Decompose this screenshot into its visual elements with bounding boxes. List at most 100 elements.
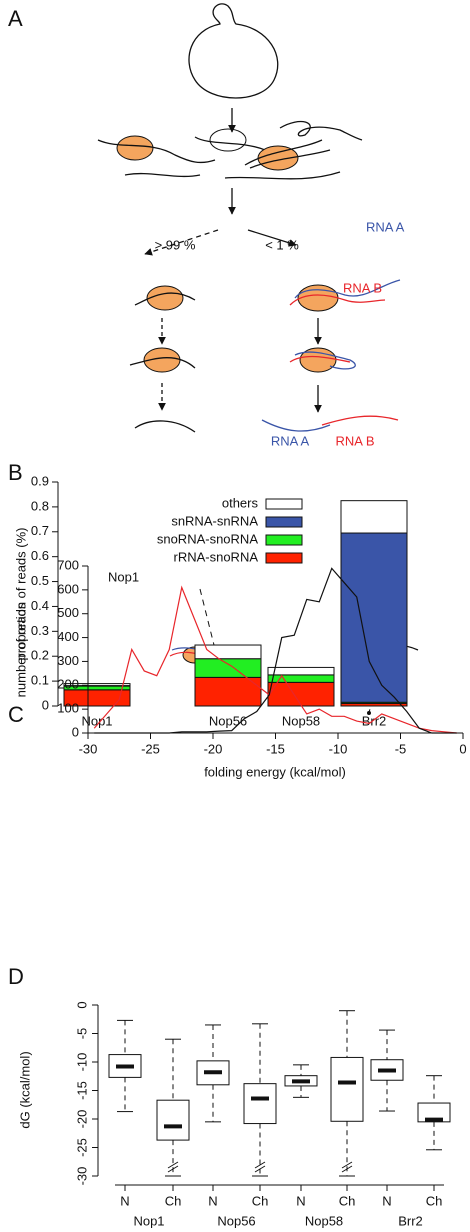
rna-b xyxy=(289,355,351,363)
rna-a xyxy=(294,351,356,370)
rna xyxy=(124,172,201,178)
y-tick-label: -15 xyxy=(74,1081,89,1100)
y-tick-label: 0 xyxy=(72,724,79,739)
rna xyxy=(249,149,331,169)
x-tick-label: Brr2 xyxy=(362,713,387,728)
y-tick-label: 0.5 xyxy=(31,573,49,588)
group-label: Nop56 xyxy=(217,1213,255,1228)
legend-label: others xyxy=(222,495,259,510)
bar-segment xyxy=(194,676,262,707)
y-tick-label: -10 xyxy=(74,1053,89,1072)
arrow xyxy=(247,229,297,247)
rna-a-label: RNA A xyxy=(366,219,405,234)
y-tick-label: 700 xyxy=(57,557,79,572)
y-tick-label: 600 xyxy=(57,581,79,596)
x-tick-label: -5 xyxy=(395,741,407,756)
axis-break xyxy=(341,1165,353,1173)
x-tick-label: N xyxy=(296,1193,305,1208)
bar-segment xyxy=(194,658,262,678)
bar-segment xyxy=(267,666,335,676)
y-tick-label: 400 xyxy=(57,629,79,644)
y-tick-label: 200 xyxy=(57,677,79,692)
x-axis-label: folding energy (kcal/mol) xyxy=(204,764,346,779)
legend-label: snRNA-snRNA xyxy=(171,513,258,528)
panel-label: B xyxy=(8,460,23,485)
box xyxy=(330,1056,364,1122)
y-tick-label: 0.1 xyxy=(31,673,49,688)
arrow xyxy=(144,229,219,256)
y-tick-label: 0.3 xyxy=(31,623,49,638)
rna-b xyxy=(289,294,386,306)
protein xyxy=(146,285,184,311)
legend-swatch xyxy=(265,534,303,546)
rna xyxy=(134,420,196,433)
rna xyxy=(279,120,363,141)
rna-b xyxy=(321,415,399,426)
y-tick-label: 0 xyxy=(74,1001,89,1008)
rna xyxy=(134,292,196,306)
leader-line xyxy=(199,588,217,654)
x-tick-label: Nop1 xyxy=(81,713,112,728)
x-tick-label: 0 xyxy=(459,741,466,756)
group-label: Nop58 xyxy=(305,1213,343,1228)
x-tick-label: Ch xyxy=(165,1193,182,1208)
line-series xyxy=(93,585,457,734)
axis-break xyxy=(341,1161,353,1169)
y-tick-label: 500 xyxy=(57,605,79,620)
fraction-label: > 99 % xyxy=(155,237,196,252)
bar-segment xyxy=(340,500,408,534)
rna xyxy=(194,136,266,151)
y-tick-label: 0.6 xyxy=(31,548,49,563)
group-label: Nop1 xyxy=(133,1213,164,1228)
bar-segment xyxy=(340,532,408,703)
y-tick-label: 0.8 xyxy=(31,498,49,513)
x-tick-label: N xyxy=(120,1193,129,1208)
y-tick-label: 0 xyxy=(42,697,49,712)
y-tick-label: 0.9 xyxy=(31,473,49,488)
point xyxy=(367,711,371,715)
panel-label: C xyxy=(8,702,24,727)
y-tick-label: -5 xyxy=(74,1028,89,1040)
y-tick-label: 0.7 xyxy=(31,523,49,538)
bar-segment xyxy=(63,683,131,687)
rna-b-label: RNA B xyxy=(335,433,374,448)
legend-swatch xyxy=(265,498,303,510)
y-axis-label: proportion of reads (%) xyxy=(13,528,28,661)
protein xyxy=(297,284,339,312)
bar-segment xyxy=(194,644,262,660)
panel-label: D xyxy=(8,964,24,989)
x-tick-label: Ch xyxy=(426,1193,443,1208)
legend-swatch xyxy=(265,516,303,528)
y-tick-label: -30 xyxy=(74,1167,89,1186)
rna-a-label: RNA A xyxy=(271,433,310,448)
y-tick-label: 100 xyxy=(57,701,79,716)
y-tick-label: -20 xyxy=(74,1110,89,1129)
bar-segment xyxy=(267,681,335,707)
x-tick-label: N xyxy=(208,1193,217,1208)
box xyxy=(156,1099,190,1141)
y-axis-label: number of reads xyxy=(13,602,28,697)
axis-break xyxy=(167,1165,179,1173)
annotation: Nop1 xyxy=(108,569,139,584)
x-tick-label: -25 xyxy=(141,741,160,756)
x-tick-label: N xyxy=(382,1193,391,1208)
box xyxy=(417,1102,451,1123)
fraction-label: < 1 % xyxy=(265,237,299,252)
axis-break xyxy=(254,1161,266,1169)
panel-label: A xyxy=(8,6,23,31)
protein xyxy=(116,135,154,161)
group-label: Brr2 xyxy=(398,1213,423,1228)
rna xyxy=(129,357,196,369)
rna-b-label: RNA B xyxy=(343,280,382,295)
x-tick-label: -15 xyxy=(266,741,285,756)
legend-label: snoRNA-snoRNA xyxy=(157,531,258,546)
rna xyxy=(224,171,341,180)
rna-a xyxy=(294,279,401,299)
y-tick-label: 0.4 xyxy=(31,598,49,613)
axis-break xyxy=(254,1165,266,1173)
x-tick-label: -30 xyxy=(79,741,98,756)
x-tick-label: -20 xyxy=(204,741,223,756)
y-tick-label: 0.2 xyxy=(31,648,49,663)
legend-swatch xyxy=(265,552,303,564)
x-tick-label: Ch xyxy=(339,1193,356,1208)
